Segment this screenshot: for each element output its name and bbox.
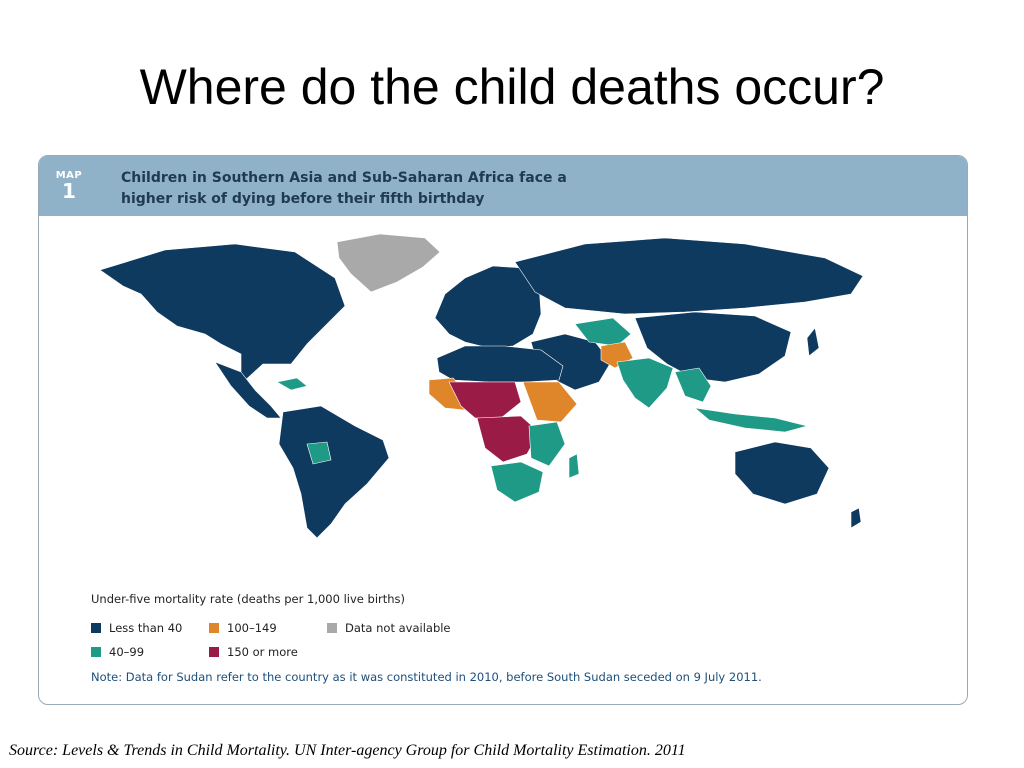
legend-label: Data not available — [345, 621, 451, 635]
map-tag: MAP 1 — [53, 170, 85, 201]
map-header-title: Children in Southern Asia and Sub-Sahara… — [121, 168, 641, 210]
region-caribbean — [276, 377, 308, 391]
region-japan — [806, 327, 820, 357]
map-header: MAP 1 Children in Southern Asia and Sub-… — [39, 156, 967, 216]
legend-title: Under-five mortality rate (deaths per 1,… — [91, 592, 406, 606]
legend-swatch — [209, 647, 219, 657]
region-central-africa — [476, 415, 540, 463]
region-madagascar — [568, 453, 580, 479]
legend-item-data-not-available: Data not available — [327, 621, 467, 635]
region-horn-africa — [522, 381, 578, 423]
region-australia — [734, 441, 830, 505]
region-south-asia — [616, 357, 674, 409]
world-map — [99, 233, 864, 539]
legend-row-1: Less than 40 100–149 Data not available — [91, 616, 467, 640]
region-bolivia — [306, 441, 332, 465]
region-south-america — [278, 405, 390, 539]
region-central-america — [214, 361, 282, 419]
map-tag-number: 1 — [62, 179, 76, 203]
slide-title: Where do the child deaths occur? — [139, 59, 885, 115]
region-europe — [434, 265, 542, 349]
region-east-africa — [528, 421, 566, 467]
legend-row-2: 40–99 150 or more — [91, 640, 467, 664]
legend-item-100-149: 100–149 — [209, 621, 327, 635]
map-note: Note: Data for Sudan refer to the countr… — [91, 670, 762, 684]
legend-swatch — [91, 623, 101, 633]
region-sahel — [448, 381, 522, 419]
legend-item-40-99: 40–99 — [91, 645, 209, 659]
region-southeast-asia — [674, 367, 712, 403]
region-greenland — [336, 233, 441, 293]
legend-swatch — [327, 623, 337, 633]
legend-label: Less than 40 — [109, 621, 183, 635]
source-citation: Source: Levels & Trends in Child Mortali… — [9, 742, 686, 759]
region-indonesia — [694, 407, 808, 433]
region-new-zealand — [850, 507, 862, 529]
legend-item-150-or-more: 150 or more — [209, 645, 327, 659]
region-north-africa — [436, 345, 564, 383]
map-card: MAP 1 Children in Southern Asia and Sub-… — [38, 155, 968, 705]
legend-item-less-than-40: Less than 40 — [91, 621, 209, 635]
map-header-line1: Children in Southern Asia and Sub-Sahara… — [121, 170, 567, 186]
legend-label: 150 or more — [227, 645, 298, 659]
region-southern-africa — [490, 461, 544, 503]
map-header-line2: higher risk of dying before their fifth … — [121, 191, 485, 207]
region-east-asia — [634, 311, 792, 383]
legend-swatch — [91, 647, 101, 657]
legend-label: 100–149 — [227, 621, 277, 635]
legend: Under-five mortality rate (deaths per 1,… — [91, 592, 467, 664]
region-central-asia — [574, 317, 632, 347]
region-north-america — [99, 243, 346, 385]
legend-label: 40–99 — [109, 645, 145, 659]
region-russia — [514, 237, 864, 315]
map-tag-word: MAP — [55, 170, 83, 181]
legend-swatch — [209, 623, 219, 633]
